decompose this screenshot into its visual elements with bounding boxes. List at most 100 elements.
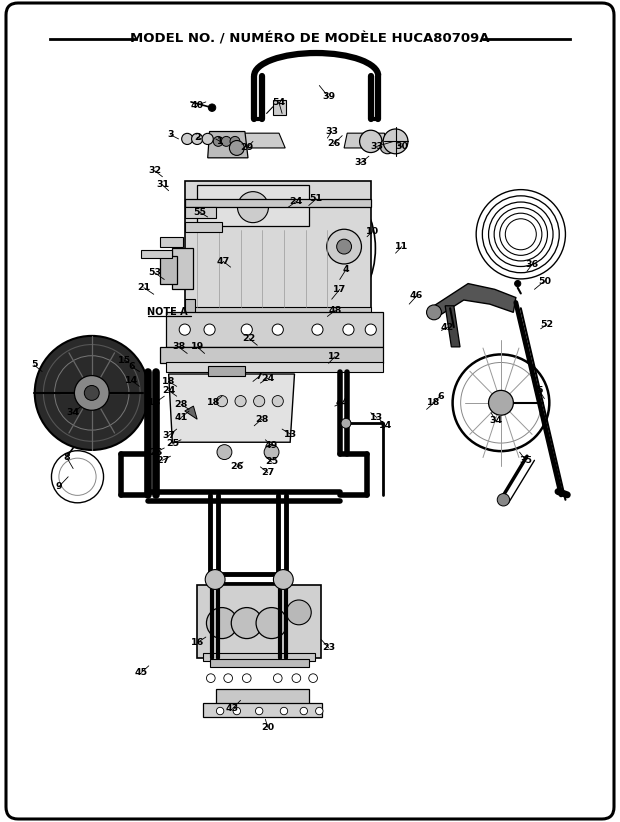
Text: 28: 28 — [255, 415, 268, 423]
Text: 33: 33 — [371, 142, 383, 150]
Circle shape — [515, 280, 521, 287]
Circle shape — [312, 324, 323, 335]
Circle shape — [300, 707, 308, 715]
Polygon shape — [160, 237, 183, 247]
Text: 5: 5 — [536, 386, 542, 395]
Polygon shape — [160, 347, 383, 363]
Text: 16: 16 — [190, 639, 204, 647]
Text: 2: 2 — [194, 133, 200, 141]
Circle shape — [202, 133, 213, 145]
Text: 32: 32 — [148, 167, 162, 175]
Text: 18: 18 — [148, 399, 162, 407]
Polygon shape — [344, 133, 388, 148]
Text: 18: 18 — [207, 399, 221, 407]
Circle shape — [192, 133, 203, 145]
Text: 49: 49 — [265, 441, 278, 450]
Polygon shape — [216, 689, 309, 705]
Text: 45: 45 — [135, 668, 148, 677]
Text: 31: 31 — [156, 181, 169, 189]
Polygon shape — [185, 307, 371, 314]
FancyBboxPatch shape — [6, 3, 614, 819]
Text: 13: 13 — [283, 430, 297, 438]
Text: 51: 51 — [309, 195, 323, 203]
Text: 18: 18 — [427, 399, 441, 407]
Circle shape — [242, 674, 251, 682]
Polygon shape — [169, 374, 294, 442]
Text: 27: 27 — [261, 469, 275, 477]
Circle shape — [233, 707, 241, 715]
Circle shape — [286, 600, 311, 625]
Circle shape — [327, 229, 361, 264]
Text: 1: 1 — [217, 137, 223, 145]
Circle shape — [237, 192, 268, 223]
Text: 14: 14 — [125, 376, 138, 385]
Circle shape — [208, 104, 216, 112]
Polygon shape — [434, 284, 516, 319]
Text: 26: 26 — [230, 463, 244, 471]
Text: 48: 48 — [328, 307, 342, 315]
Text: 33: 33 — [355, 159, 367, 167]
Text: 34: 34 — [489, 417, 503, 425]
Text: 27: 27 — [156, 456, 169, 464]
Text: 12: 12 — [328, 353, 342, 361]
Text: 29: 29 — [240, 144, 254, 152]
Text: 43: 43 — [226, 704, 239, 713]
Circle shape — [229, 141, 244, 155]
Text: 3: 3 — [167, 131, 174, 139]
Text: 26: 26 — [327, 140, 340, 148]
Circle shape — [497, 493, 510, 506]
Circle shape — [241, 324, 252, 335]
Polygon shape — [185, 199, 371, 207]
Circle shape — [206, 607, 237, 639]
Circle shape — [206, 674, 215, 682]
Circle shape — [216, 395, 228, 407]
Circle shape — [235, 395, 246, 407]
Polygon shape — [185, 207, 216, 218]
Text: 38: 38 — [172, 343, 185, 351]
Text: 11: 11 — [395, 242, 409, 251]
Text: 13: 13 — [370, 413, 384, 422]
Text: 24: 24 — [162, 386, 175, 395]
Text: 36: 36 — [525, 261, 539, 269]
Circle shape — [272, 395, 283, 407]
Polygon shape — [208, 132, 248, 158]
Text: 6: 6 — [128, 363, 135, 371]
Polygon shape — [141, 250, 172, 258]
Circle shape — [383, 129, 408, 154]
Text: 30: 30 — [396, 142, 408, 150]
Polygon shape — [273, 100, 286, 115]
Text: 4: 4 — [343, 266, 349, 274]
Polygon shape — [166, 362, 383, 372]
Polygon shape — [172, 248, 193, 289]
Text: 24: 24 — [290, 197, 303, 206]
Text: 8: 8 — [64, 454, 70, 462]
Circle shape — [292, 674, 301, 682]
Text: 35: 35 — [520, 456, 532, 464]
Circle shape — [255, 707, 263, 715]
Text: 14: 14 — [379, 422, 392, 430]
Text: 42: 42 — [441, 323, 454, 331]
Circle shape — [254, 395, 265, 407]
Text: 26: 26 — [149, 448, 163, 456]
Text: 28: 28 — [174, 400, 188, 409]
Polygon shape — [208, 366, 245, 376]
Circle shape — [205, 570, 225, 589]
Text: 33: 33 — [326, 127, 338, 136]
Text: 20: 20 — [261, 723, 275, 732]
Circle shape — [489, 390, 513, 415]
Text: 44: 44 — [335, 399, 349, 407]
Polygon shape — [166, 312, 383, 347]
Circle shape — [341, 418, 351, 428]
Polygon shape — [229, 133, 285, 148]
Text: 24: 24 — [261, 374, 275, 382]
Circle shape — [231, 607, 262, 639]
Text: 54: 54 — [272, 99, 286, 107]
Text: 21: 21 — [137, 284, 151, 292]
Text: 40: 40 — [190, 101, 204, 109]
Polygon shape — [203, 703, 322, 717]
Polygon shape — [445, 306, 460, 347]
Circle shape — [453, 354, 549, 451]
Text: 23: 23 — [322, 644, 335, 652]
Circle shape — [273, 570, 293, 589]
Text: 18: 18 — [162, 377, 175, 386]
